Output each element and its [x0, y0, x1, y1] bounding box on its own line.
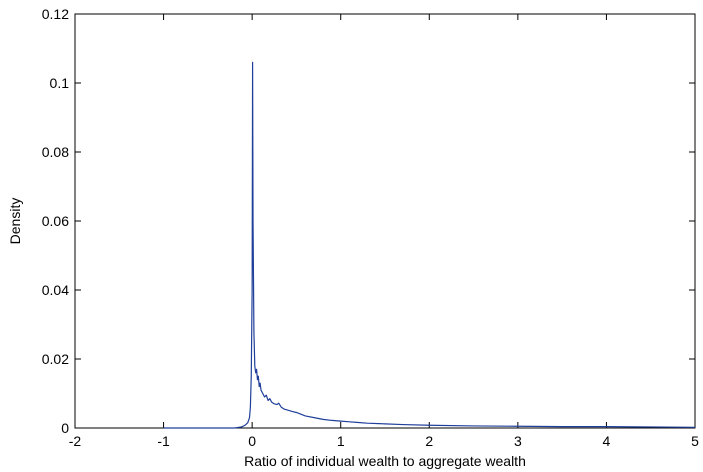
plot-area: -2 -1 0 1 2 3 4 5 0 0.02 0.04 0.06 0.08 0.1 0.12 [42, 6, 699, 449]
x-tick-label: 5 [691, 433, 699, 449]
y-tick-label: 0.02 [42, 351, 69, 367]
y-tick-label: 0.06 [42, 213, 69, 229]
y-tick-label: 0.12 [42, 6, 69, 22]
y-tick-label: 0.08 [42, 144, 69, 160]
x-tick-label: 0 [248, 433, 256, 449]
x-tick-label: -1 [157, 433, 170, 449]
y-axis-label: Density [7, 198, 23, 245]
plot-frame [74, 13, 696, 429]
y-tick-label: 0.04 [42, 282, 69, 298]
x-tick-label: 1 [337, 433, 345, 449]
x-tick-label: 4 [603, 433, 611, 449]
x-axis-label: Ratio of individual wealth to aggregate … [244, 453, 526, 469]
y-tick-label: 0 [61, 420, 69, 436]
y-tick-label: 0.1 [50, 75, 70, 91]
x-tick-label: 2 [425, 433, 433, 449]
x-tick-label: 3 [514, 433, 522, 449]
series-line [163, 61, 696, 429]
x-tick-label: -2 [69, 433, 82, 449]
